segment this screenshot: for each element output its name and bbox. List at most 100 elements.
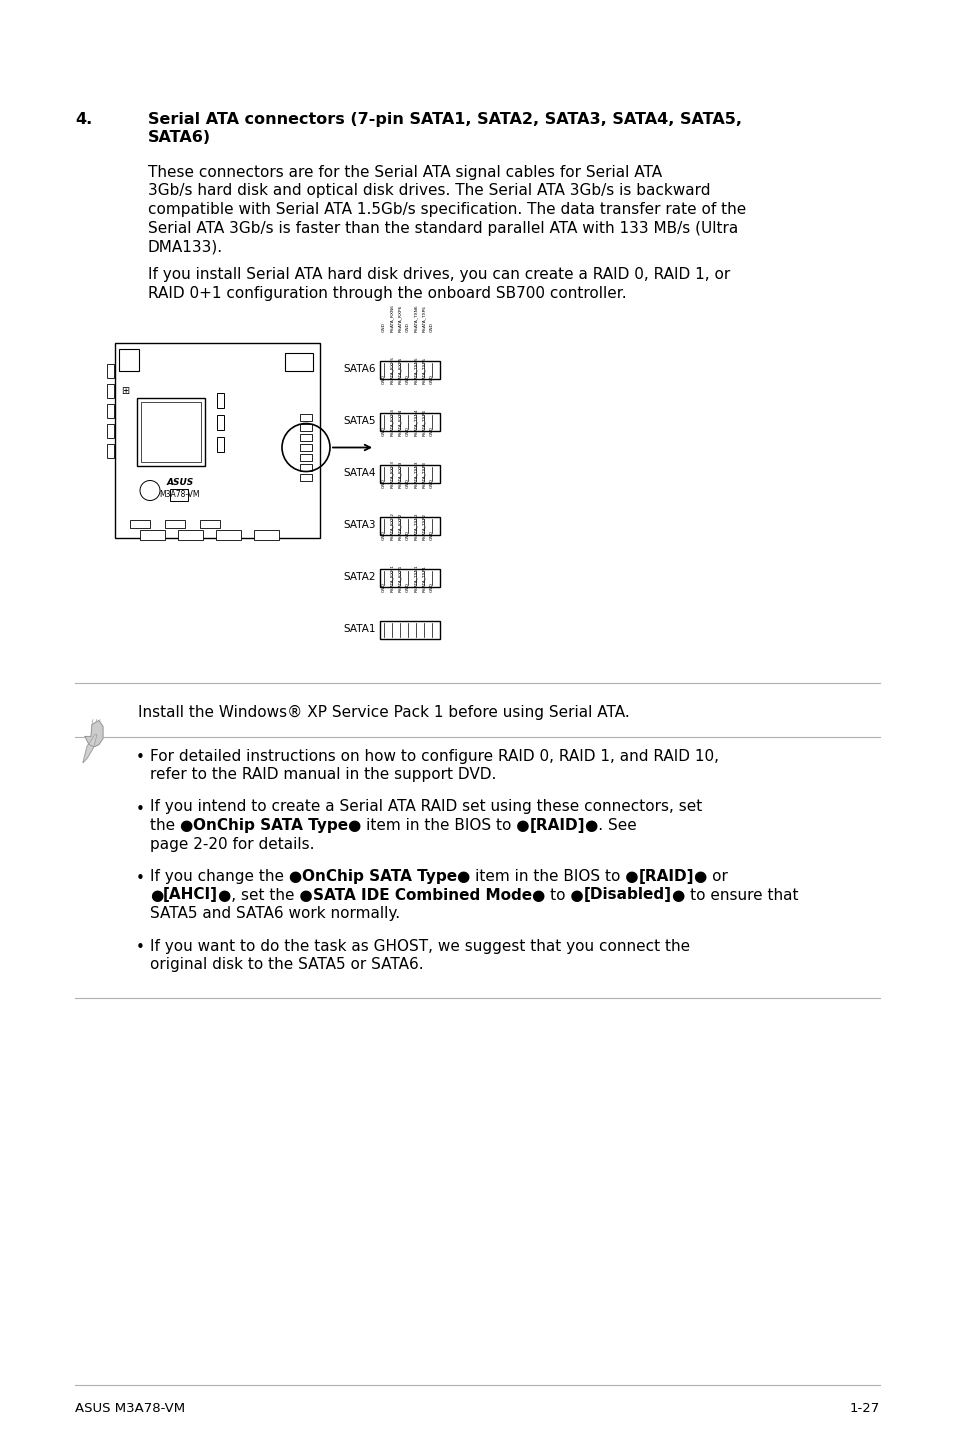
- Text: SATA1: SATA1: [343, 624, 375, 634]
- Text: ● or: ● or: [694, 869, 727, 884]
- Bar: [299, 414, 312, 420]
- Text: RSATA_TXP1: RSATA_TXP1: [421, 565, 426, 592]
- Text: GND: GND: [381, 427, 386, 437]
- Bar: [107, 443, 113, 457]
- Text: ●: ●: [150, 887, 163, 903]
- Text: 3Gb/s hard disk and optical disk drives. The Serial ATA 3Gb/s is backward: 3Gb/s hard disk and optical disk drives.…: [148, 184, 710, 198]
- Bar: [379, 361, 439, 378]
- Text: ASUS M3A78-VM: ASUS M3A78-VM: [75, 1402, 185, 1415]
- Text: RSATA_RXP5: RSATA_RXP5: [397, 357, 401, 384]
- Text: RAID 0+1 configuration through the onboard SB700 controller.: RAID 0+1 configuration through the onboa…: [148, 286, 626, 301]
- Bar: [170, 489, 188, 500]
- Bar: [130, 519, 150, 528]
- Text: RSATA_TXP5: RSATA_TXP5: [421, 358, 426, 384]
- Bar: [299, 443, 312, 450]
- Text: ●. See: ●. See: [585, 818, 637, 833]
- Text: RSATA_RXP6: RSATA_RXP6: [397, 305, 401, 332]
- Text: DMA133).: DMA133).: [148, 239, 223, 255]
- Bar: [215, 529, 241, 539]
- Bar: [299, 463, 312, 470]
- Bar: [299, 473, 312, 480]
- Text: SATA3: SATA3: [343, 521, 375, 531]
- Text: OnChip SATA Type: OnChip SATA Type: [302, 869, 456, 884]
- Bar: [216, 393, 224, 407]
- Bar: [379, 464, 439, 483]
- Bar: [379, 621, 439, 638]
- Text: GND: GND: [381, 531, 386, 541]
- Text: SATA6: SATA6: [343, 364, 375, 374]
- Text: •: •: [136, 871, 145, 886]
- Text: 1-27: 1-27: [849, 1402, 879, 1415]
- Circle shape: [140, 480, 160, 500]
- Text: ⊞: ⊞: [121, 385, 129, 395]
- Bar: [115, 342, 319, 538]
- Text: RSATA_TXP4: RSATA_TXP4: [421, 410, 426, 437]
- Text: RSATA_RXN3: RSATA_RXN3: [390, 460, 394, 489]
- Text: the ●: the ●: [150, 818, 193, 833]
- Bar: [285, 352, 313, 371]
- Text: These connectors are for the Serial ATA signal cables for Serial ATA: These connectors are for the Serial ATA …: [148, 165, 661, 180]
- Text: GND: GND: [430, 582, 434, 592]
- Text: •: •: [136, 940, 145, 955]
- Text: page 2-20 for details.: page 2-20 for details.: [150, 837, 314, 851]
- Text: M3A78-VM: M3A78-VM: [159, 490, 200, 499]
- Text: If you install Serial ATA hard disk drives, you can create a RAID 0, RAID 1, or: If you install Serial ATA hard disk driv…: [148, 267, 729, 282]
- Bar: [379, 568, 439, 587]
- Text: RSATA_RXN5: RSATA_RXN5: [390, 357, 394, 384]
- Text: RSATA_TXP2: RSATA_TXP2: [421, 513, 426, 541]
- Bar: [379, 516, 439, 535]
- Text: ● to ●: ● to ●: [532, 887, 583, 903]
- Text: •: •: [136, 801, 145, 817]
- Text: RSATA_RXP2: RSATA_RXP2: [397, 513, 401, 541]
- Bar: [379, 413, 439, 430]
- Text: GND: GND: [381, 375, 386, 384]
- Bar: [178, 529, 203, 539]
- Text: GND: GND: [381, 582, 386, 592]
- Text: RSATA_TXP6: RSATA_TXP6: [421, 305, 426, 332]
- Text: ASUS: ASUS: [166, 477, 193, 487]
- Text: GND: GND: [381, 322, 386, 332]
- Text: GND: GND: [406, 531, 410, 541]
- Text: GND: GND: [430, 375, 434, 384]
- Text: RSATA_RXP4: RSATA_RXP4: [397, 410, 401, 437]
- Text: original disk to the SATA5 or SATA6.: original disk to the SATA5 or SATA6.: [150, 958, 423, 972]
- Text: [AHCI]: [AHCI]: [163, 887, 218, 903]
- Text: SATA5: SATA5: [343, 417, 375, 427]
- Bar: [107, 364, 113, 378]
- Text: OnChip SATA Type: OnChip SATA Type: [193, 818, 348, 833]
- Bar: [216, 414, 224, 430]
- Polygon shape: [83, 735, 97, 762]
- Text: compatible with Serial ATA 1.5Gb/s specification. The data transfer rate of the: compatible with Serial ATA 1.5Gb/s speci…: [148, 201, 745, 217]
- Bar: [141, 401, 201, 462]
- Text: If you want to do the task as GHOST, we suggest that you connect the: If you want to do the task as GHOST, we …: [150, 939, 689, 953]
- Text: [RAID]: [RAID]: [529, 818, 585, 833]
- Text: RSATA_RXP1: RSATA_RXP1: [397, 565, 401, 592]
- Text: GND: GND: [406, 479, 410, 489]
- Text: [Disabled]: [Disabled]: [583, 887, 671, 903]
- Text: SATA4: SATA4: [343, 469, 375, 479]
- Bar: [216, 437, 224, 452]
- Bar: [299, 424, 312, 430]
- Text: RSATA_TXP3: RSATA_TXP3: [421, 462, 426, 489]
- Text: refer to the RAID manual in the support DVD.: refer to the RAID manual in the support …: [150, 766, 496, 782]
- Text: RSATA_TXN5: RSATA_TXN5: [414, 357, 417, 384]
- Text: RSATA_TXN6: RSATA_TXN6: [414, 305, 417, 332]
- Text: GND: GND: [381, 479, 386, 489]
- Text: ● to ensure that: ● to ensure that: [671, 887, 798, 903]
- Text: SATA IDE Combined Mode: SATA IDE Combined Mode: [313, 887, 532, 903]
- Text: GND: GND: [406, 427, 410, 437]
- Text: GND: GND: [406, 322, 410, 332]
- Text: SATA5 and SATA6 work normally.: SATA5 and SATA6 work normally.: [150, 906, 399, 920]
- Text: GND: GND: [430, 479, 434, 489]
- Text: GND: GND: [430, 427, 434, 437]
- Text: RSATA_RXN2: RSATA_RXN2: [390, 512, 394, 541]
- Text: Install the Windows® XP Service Pack 1 before using Serial ATA.: Install the Windows® XP Service Pack 1 b…: [138, 705, 629, 719]
- Text: SATA6): SATA6): [148, 131, 211, 145]
- Bar: [140, 529, 165, 539]
- Text: GND: GND: [430, 531, 434, 541]
- Text: RSATA_TXN4: RSATA_TXN4: [414, 408, 417, 437]
- Bar: [107, 384, 113, 397]
- Text: If you intend to create a Serial ATA RAID set using these connectors, set: If you intend to create a Serial ATA RAI…: [150, 800, 701, 814]
- Text: For detailed instructions on how to configure RAID 0, RAID 1, and RAID 10,: For detailed instructions on how to conf…: [150, 749, 719, 764]
- Text: RSATA_TXN1: RSATA_TXN1: [414, 565, 417, 592]
